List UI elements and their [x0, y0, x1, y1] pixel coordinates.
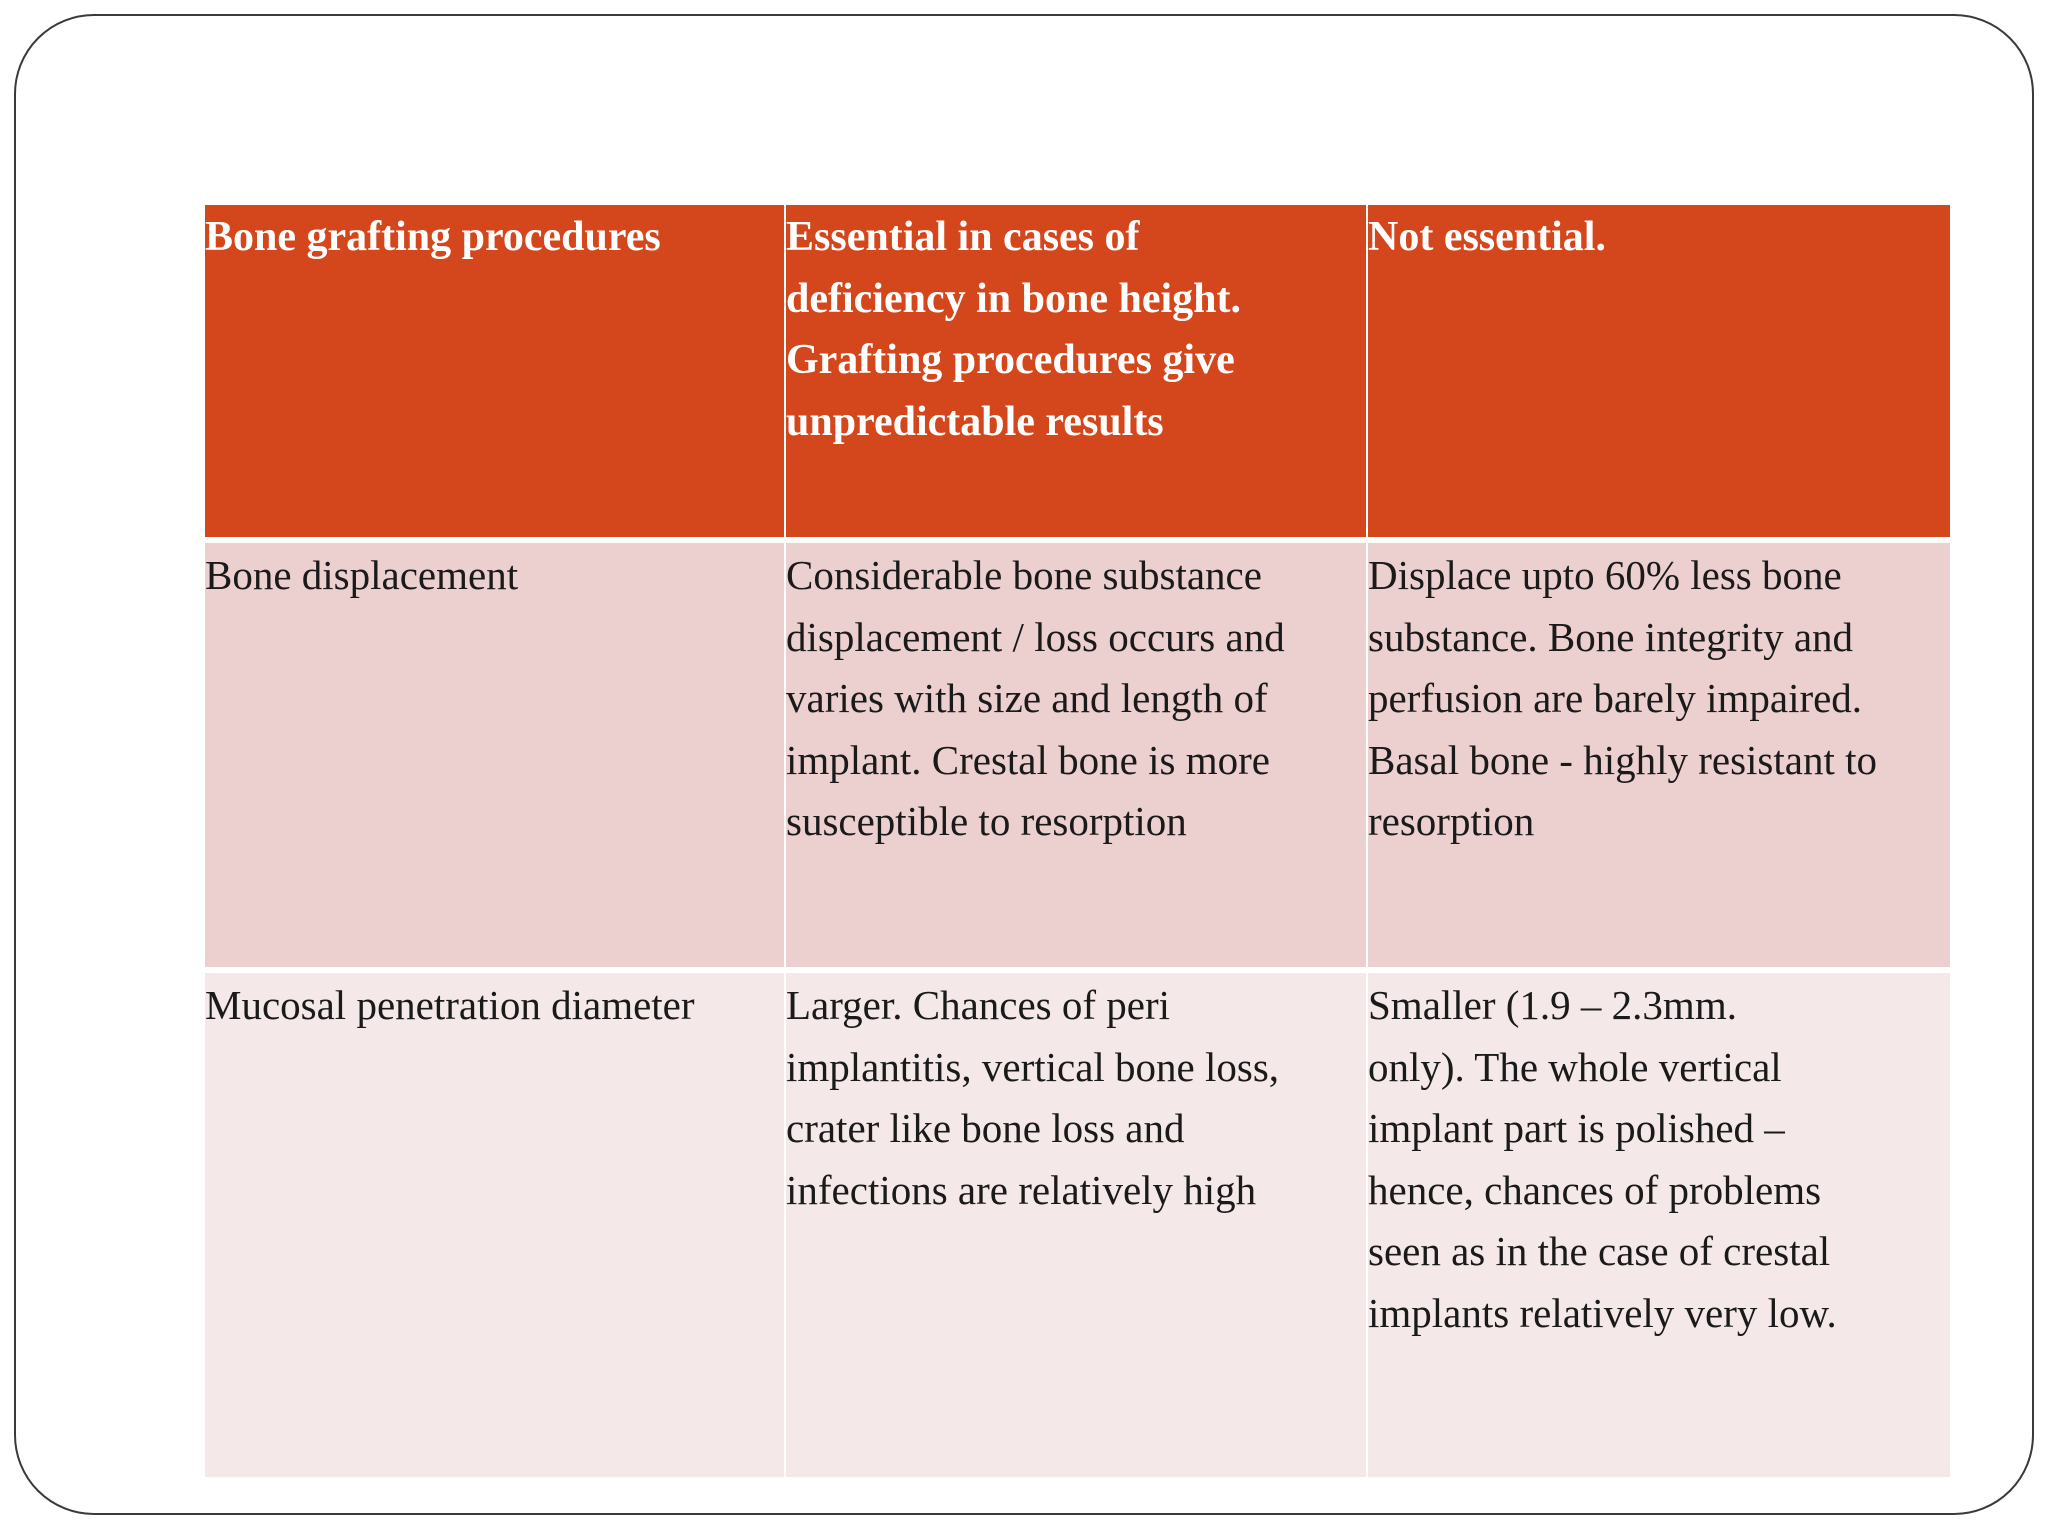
table-cell: Considerable bone substance displacement… — [786, 543, 1366, 967]
table-cell: Displace upto 60% less bone substance. B… — [1368, 543, 1950, 967]
table-cell: Smaller (1.9 – 2.3mm. only). The whole v… — [1368, 973, 1950, 1477]
table-header-cell: Not essential. — [1368, 205, 1950, 537]
table-header-cell: Bone grafting procedures — [205, 205, 784, 537]
table-cell: Larger. Chances of peri implantitis, ver… — [786, 973, 1366, 1477]
comparison-table: Bone grafting procedures Essential in ca… — [205, 205, 1950, 1477]
table-cell-row-label: Bone displacement — [205, 543, 784, 967]
table-cell-row-label: Mucosal penetration diameter — [205, 973, 784, 1477]
table-header-cell: Essential in cases of deficiency in bone… — [786, 205, 1366, 537]
